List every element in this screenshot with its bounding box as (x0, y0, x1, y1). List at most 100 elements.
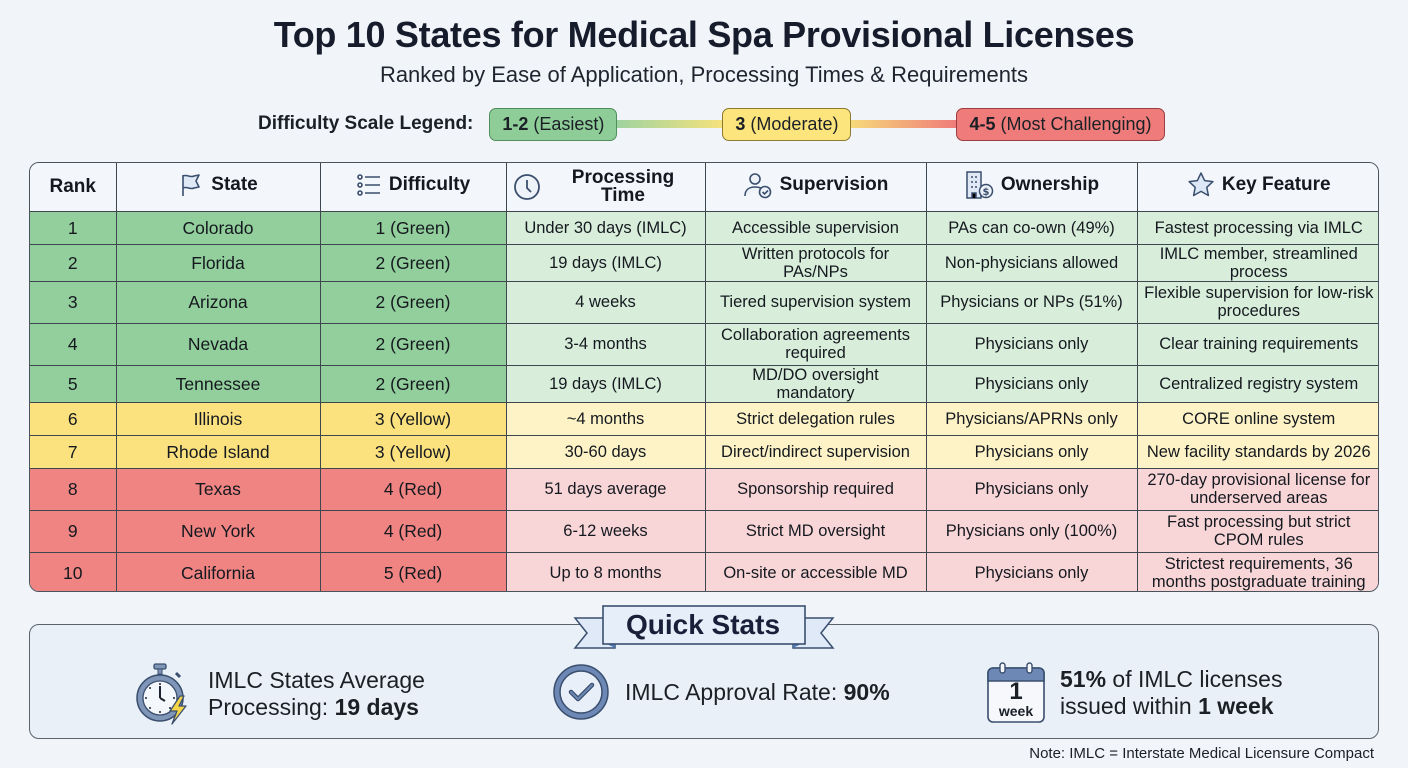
cell-processing-time: 30-60 days (505, 434, 706, 469)
cell-processing-time: ~4 months (505, 401, 706, 436)
footnote: Note: IMLC = Interstate Medical Licensur… (1029, 745, 1374, 762)
states-table: Rank State Difficulty Processing Time Su… (29, 162, 1379, 592)
cell-key-feature: IMLC member, streamlined process (1136, 243, 1378, 282)
check-circle-icon (553, 664, 609, 720)
column-header-key-feature: Key Feature (1136, 163, 1378, 212)
stat-approval-rate: IMLC Approval Rate: 90% (551, 662, 890, 722)
cell-supervision: Strict delegation rules (704, 401, 927, 436)
svg-text:$: $ (982, 187, 989, 198)
cell-difficulty: 3 (Yellow) (319, 401, 507, 436)
cell-ownership: Physicians only (925, 467, 1138, 511)
cell-supervision: Tiered supervision system (704, 280, 927, 324)
cell-ownership: Physicians only (925, 364, 1138, 403)
cell-difficulty: 4 (Red) (319, 467, 507, 511)
cell-key-feature: Clear training requirements (1136, 322, 1378, 366)
cell-rank: 10 (30, 551, 117, 591)
cell-supervision: Strict MD oversight (704, 509, 927, 553)
cell-difficulty: 2 (Green) (319, 280, 507, 324)
cell-supervision: MD/DO oversight mandatory (704, 364, 927, 403)
cell-rank: 7 (30, 434, 117, 469)
column-header-state: State (115, 163, 321, 212)
cell-processing-time: 3-4 months (505, 322, 706, 366)
cell-rank: 5 (30, 364, 117, 403)
table-row: 6 Illinois 3 (Yellow) ~4 months Strict deleg… (30, 401, 1378, 436)
legend-easiest: 1-2 (Easiest) (489, 107, 618, 141)
cell-state: Florida (115, 243, 321, 282)
cell-difficulty: 2 (Green) (319, 243, 507, 282)
cell-difficulty: 2 (Green) (319, 322, 507, 366)
cell-processing-time: 19 days (IMLC) (505, 364, 706, 403)
cell-supervision: Sponsorship required (704, 467, 927, 511)
stat-within-one-week: 1 week 51% of IMLC licenses issued withi… (986, 662, 1282, 724)
cell-rank: 1 (30, 210, 117, 245)
cell-key-feature: New facility standards by 2026 (1136, 434, 1378, 469)
stat-avg-processing: IMLC States Average Processing: 19 days (132, 662, 425, 726)
legend-moderate: 3 (Moderate) (722, 107, 852, 141)
table-header-row: Rank State Difficulty Processing Time Su… (30, 163, 1378, 212)
cell-key-feature: Strictest requirements, 36 months postgr… (1136, 551, 1378, 591)
cell-rank: 9 (30, 509, 117, 553)
cell-difficulty: 2 (Green) (319, 364, 507, 403)
cell-processing-time: 6-12 weeks (505, 509, 706, 553)
cell-ownership: Physicians/APRNs only (925, 401, 1138, 436)
cell-state: Colorado (115, 210, 321, 245)
star-icon (1188, 172, 1214, 196)
flag-icon (182, 173, 201, 196)
difficulty-legend: Difficulty Scale Legend: 1-2 (Easiest) 3(… (258, 107, 1165, 141)
list-icon (357, 173, 380, 196)
cell-rank: 2 (30, 243, 117, 282)
cell-supervision: Collaboration agreements required (704, 322, 927, 366)
table-row: 10 California 5 (Red) Up to 8 months On-site… (30, 551, 1378, 591)
cell-difficulty: 1 (Green) (319, 210, 507, 245)
cell-ownership: Physicians only (925, 551, 1138, 591)
table-row: 9 New York 4 (Red) 6-12 weeks Strict MD over… (30, 509, 1378, 553)
cell-state: Texas (115, 467, 321, 511)
user-check-icon (743, 172, 771, 199)
cell-difficulty: 3 (Yellow) (319, 434, 507, 469)
table-row: 7 Rhode Island 3 (Yellow) 30-60 days Direct/… (30, 434, 1378, 469)
legend-connector (617, 120, 723, 128)
cell-difficulty: 4 (Red) (319, 509, 507, 553)
cell-processing-time: 19 days (IMLC) (505, 243, 706, 282)
cell-key-feature: Centralized registry system (1136, 364, 1378, 403)
column-header-processing-time: Processing Time (505, 163, 706, 212)
cell-ownership: Physicians only (925, 434, 1138, 469)
cell-processing-time: 51 days average (505, 467, 706, 511)
table-row: 4 Nevada 2 (Green) 3-4 months Collaboration … (30, 322, 1378, 366)
page-subtitle: Ranked by Ease of Application, Processin… (379, 62, 1029, 87)
cell-processing-time: Under 30 days (IMLC) (505, 210, 706, 245)
cell-ownership: Physicians only (925, 322, 1138, 366)
table-row: 5 Tennessee 2 (Green) 19 days (IMLC) MD/DO o… (30, 364, 1378, 403)
table-row: 3 Arizona 2 (Green) 4 weeks Tiered supervisi… (30, 280, 1378, 324)
cell-processing-time: 4 weeks (505, 280, 706, 324)
cell-key-feature: Flexible supervision for low-risk proced… (1136, 280, 1378, 324)
cell-supervision: Written protocols for PAs/NPs (704, 243, 927, 282)
table-row: 8 Texas 4 (Red) 51 days average Sponsorship … (30, 467, 1378, 511)
clock-icon (513, 173, 540, 200)
cell-supervision: On-site or accessible MD (704, 551, 927, 591)
cell-state: Tennessee (115, 364, 321, 403)
table-row: 2 Florida 2 (Green) 19 days (IMLC) Written p… (30, 243, 1378, 282)
cell-state: Nevada (115, 322, 321, 366)
cell-key-feature: Fastest processing via IMLC (1136, 210, 1378, 245)
cell-processing-time: Up to 8 months (505, 551, 706, 591)
cell-rank: 3 (30, 280, 117, 324)
legend-label: Difficulty Scale Legend: (258, 113, 474, 134)
cell-difficulty: 5 (Red) (319, 551, 507, 591)
table-row: 1 Colorado 1 (Green) Under 30 days (IMLC) Ac… (30, 210, 1378, 245)
column-header-difficulty: Difficulty (319, 163, 507, 212)
cell-state: Illinois (115, 401, 321, 436)
column-header-rank: Rank (30, 163, 117, 212)
cell-key-feature: CORE online system (1136, 401, 1378, 436)
legend-connector (851, 120, 957, 128)
cell-ownership: Physicians only (100%) (925, 509, 1138, 553)
quick-stats-ribbon (573, 605, 835, 649)
cell-state: New York (115, 509, 321, 553)
building-dollar-icon: $ (966, 171, 994, 199)
calendar-week-icon: 1 week (986, 662, 1046, 724)
cell-state: Arizona (115, 280, 321, 324)
legend-most-challenging: 4-5 (Most Challenging) (956, 107, 1165, 141)
page-title: Top 10 States for Medical Spa Provisiona… (273, 14, 1135, 55)
stopwatch-lightning-icon (136, 663, 187, 725)
cell-state: Rhode Island (115, 434, 321, 469)
